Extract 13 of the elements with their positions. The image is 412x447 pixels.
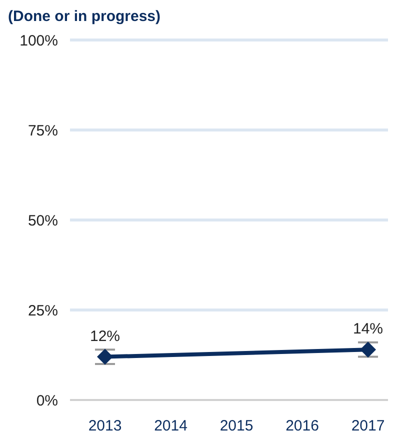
x-tick-label: 2013 [88,418,122,435]
y-tick-label: 100% [20,32,58,50]
x-tick-label: 2015 [220,418,254,435]
y-tick-label: 75% [28,122,58,140]
chart-title: (Done or in progress) [8,8,162,27]
y-tick-label: 25% [28,302,58,320]
x-tick-label: 2017 [351,418,385,435]
x-tick-label: 2014 [154,418,188,435]
data-label: 14% [352,320,384,338]
x-tick-label: 2016 [286,418,319,435]
y-tick-label: 0% [36,392,58,410]
data-label: 12% [90,328,120,345]
y-tick-label: 50% [28,212,58,230]
